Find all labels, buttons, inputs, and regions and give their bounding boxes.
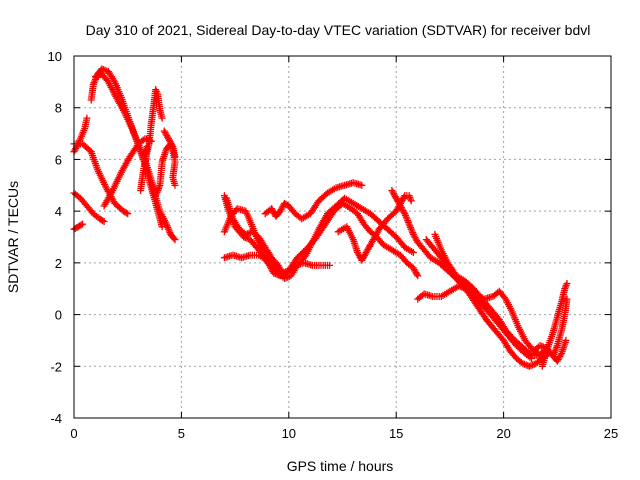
data-point [170,234,178,242]
data-point [293,254,301,262]
data-point [99,217,107,225]
data-point [83,114,91,122]
data-points [70,65,571,370]
data-point [413,270,421,278]
y-tick-label: 8 [55,101,62,116]
data-point [562,336,570,344]
y-tick-labels: -4 -2 0 2 4 6 8 10 [48,49,62,426]
y-axis-label: SDTVAR / TECUs [5,181,21,293]
series-track-23 [538,280,571,370]
data-point [141,135,149,143]
data-point [407,195,414,203]
x-tick-label: 0 [70,426,77,441]
y-tick-label: 6 [55,152,62,167]
y-tick-label: 4 [55,204,62,219]
data-point [407,197,415,205]
y-tick-label: 10 [48,49,62,64]
y-tick-label: 0 [55,308,62,323]
data-point [158,223,166,231]
data-point [79,220,87,228]
series-track-17 [334,192,415,264]
plot-frame [73,55,612,419]
data-point [244,230,251,238]
x-tick-label: 20 [496,426,510,441]
series-track-14 [220,251,334,277]
data-point [400,193,408,201]
data-point [400,208,408,216]
data-point [538,342,546,350]
x-tick-label: 15 [389,426,403,441]
data-point [326,261,334,269]
x-tick-label: 5 [178,426,185,441]
data-point [409,249,417,256]
data-point [525,362,533,370]
x-tick-labels: 0 5 10 15 20 25 [70,426,618,441]
series-track-4 [70,220,87,233]
data-point [171,153,179,161]
data-point [557,351,565,359]
series-track-11 [160,127,179,161]
data-point [122,209,130,217]
data-point [158,114,166,122]
data-point [529,361,537,369]
series-track-24 [549,295,571,360]
y-tick-label: -2 [50,359,62,374]
data-point [171,181,179,189]
data-point [124,210,132,218]
data-point [143,143,151,150]
series-track-15 [223,194,288,280]
data-point [563,280,571,287]
data-point [92,73,99,81]
chart-title: Day 310 of 2021, Sidereal Day-to-day VTE… [86,22,591,38]
data-point [281,272,288,280]
data-point [171,236,179,244]
series-track-16 [261,179,366,223]
data-point [358,181,366,189]
series-track-3 [70,189,108,225]
y-tick-label: -4 [50,411,62,426]
data-point [100,218,108,225]
data-point [563,295,571,303]
x-tick-label: 25 [604,426,618,441]
data-point [562,283,569,291]
x-axis-label: GPS time / hours [287,458,394,474]
x-tick-label: 10 [282,426,296,441]
data-point [168,141,176,149]
data-point [77,221,85,229]
y-tick-label: 2 [55,256,62,271]
series-track-21 [431,230,548,360]
data-point [414,272,422,280]
